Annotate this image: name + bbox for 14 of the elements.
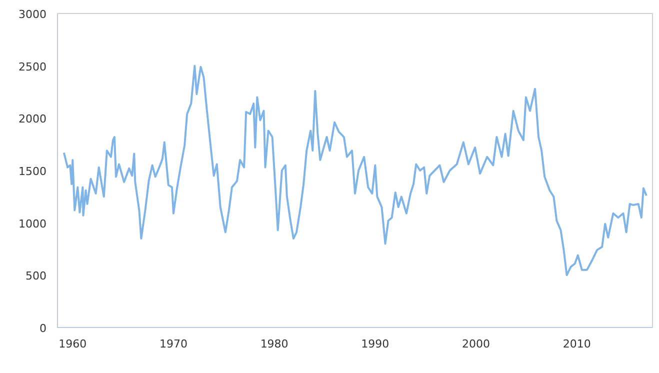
x-tick-label: 1980: [260, 338, 288, 350]
x-tick-label: 1960: [58, 338, 87, 350]
y-tick-label: 2000: [18, 112, 47, 126]
line-series: [62, 64, 648, 276]
y-tick-label: 1000: [18, 217, 47, 230]
x-tick-label: 1990: [361, 338, 390, 350]
y-tick-label: 0: [40, 322, 46, 335]
y-tick-label: 2500: [18, 60, 47, 74]
x-tick-label: 2010: [562, 338, 591, 350]
x-tick-label: 1970: [159, 338, 188, 350]
y-tick-label: 3000: [18, 8, 47, 21]
y-tick-label: 500: [26, 270, 47, 283]
x-tick-label: 2000: [462, 338, 490, 350]
y-tick-label: 1500: [18, 165, 47, 178]
